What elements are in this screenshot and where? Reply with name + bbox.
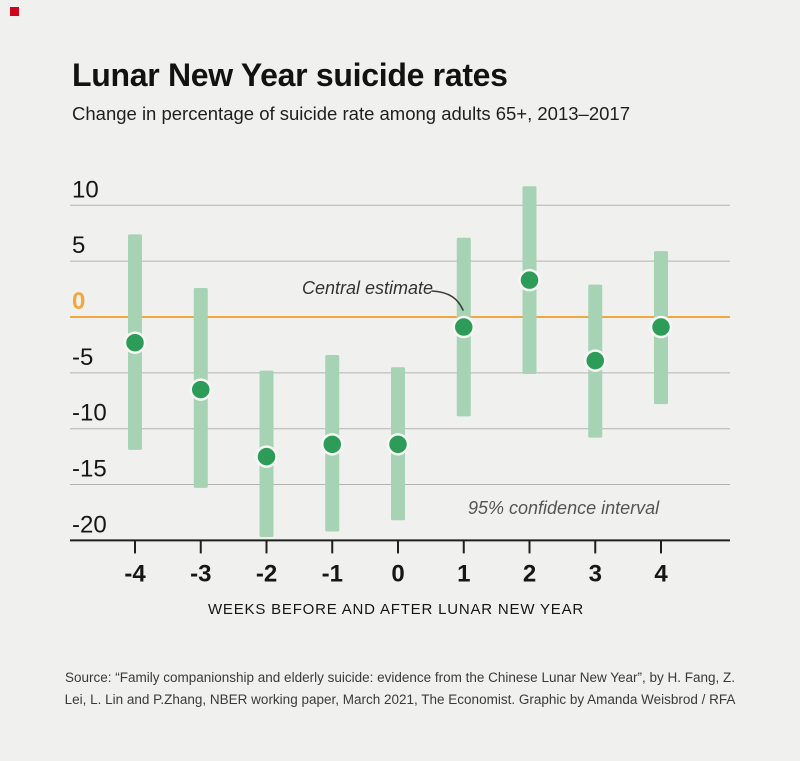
central-estimate-dot <box>518 268 541 292</box>
y-tick-label: 10 <box>72 176 99 203</box>
red-square-marker <box>10 7 19 16</box>
chart-subtitle: Change in percentage of suicide rate amo… <box>72 103 630 124</box>
source-note-line-1: Source: “Family companionship and elderl… <box>64 670 736 685</box>
y-tick-label: -5 <box>72 344 93 371</box>
central-estimate-dot <box>584 349 607 372</box>
source-note-line-2: Lei, L. Lin and P.Zhang, NBER working pa… <box>64 692 736 707</box>
central-estimate-dot <box>123 331 147 354</box>
y-tick-label: -10 <box>72 400 107 427</box>
x-tick-label: 1 <box>457 560 470 587</box>
central-estimate-dot <box>452 315 475 339</box>
central-estimate-dot <box>386 433 410 456</box>
central-estimate-dot <box>321 433 344 456</box>
y-tick-label: -20 <box>72 511 107 538</box>
y-tick-label: 0 <box>72 288 85 315</box>
chart-title: Lunar New Year suicide rates <box>72 57 508 93</box>
central-estimate-dot <box>189 378 212 401</box>
x-tick-label: 2 <box>523 560 536 587</box>
central-estimate-annotation: Central estimate <box>302 278 434 298</box>
y-tick-label: 5 <box>72 232 85 259</box>
x-tick-label: -1 <box>322 560 343 587</box>
x-tick-label: -4 <box>124 560 146 587</box>
y-tick-label: -15 <box>72 456 107 483</box>
central-estimate-arrow <box>431 290 464 311</box>
x-tick-label: 4 <box>654 560 668 587</box>
x-tick-label: 3 <box>589 560 602 587</box>
x-tick-label: -2 <box>256 560 277 587</box>
x-axis-title: WEEKS BEFORE AND AFTER LUNAR NEW YEAR <box>207 601 585 618</box>
confidence-interval-annotation: 95% confidence interval <box>468 498 660 518</box>
central-estimate-dot <box>255 445 278 468</box>
central-estimate-dot <box>649 315 673 339</box>
x-tick-label: 0 <box>391 560 404 587</box>
x-tick-label: -3 <box>190 560 211 587</box>
source-note: Source: “Family companionship and elderl… <box>50 667 750 711</box>
